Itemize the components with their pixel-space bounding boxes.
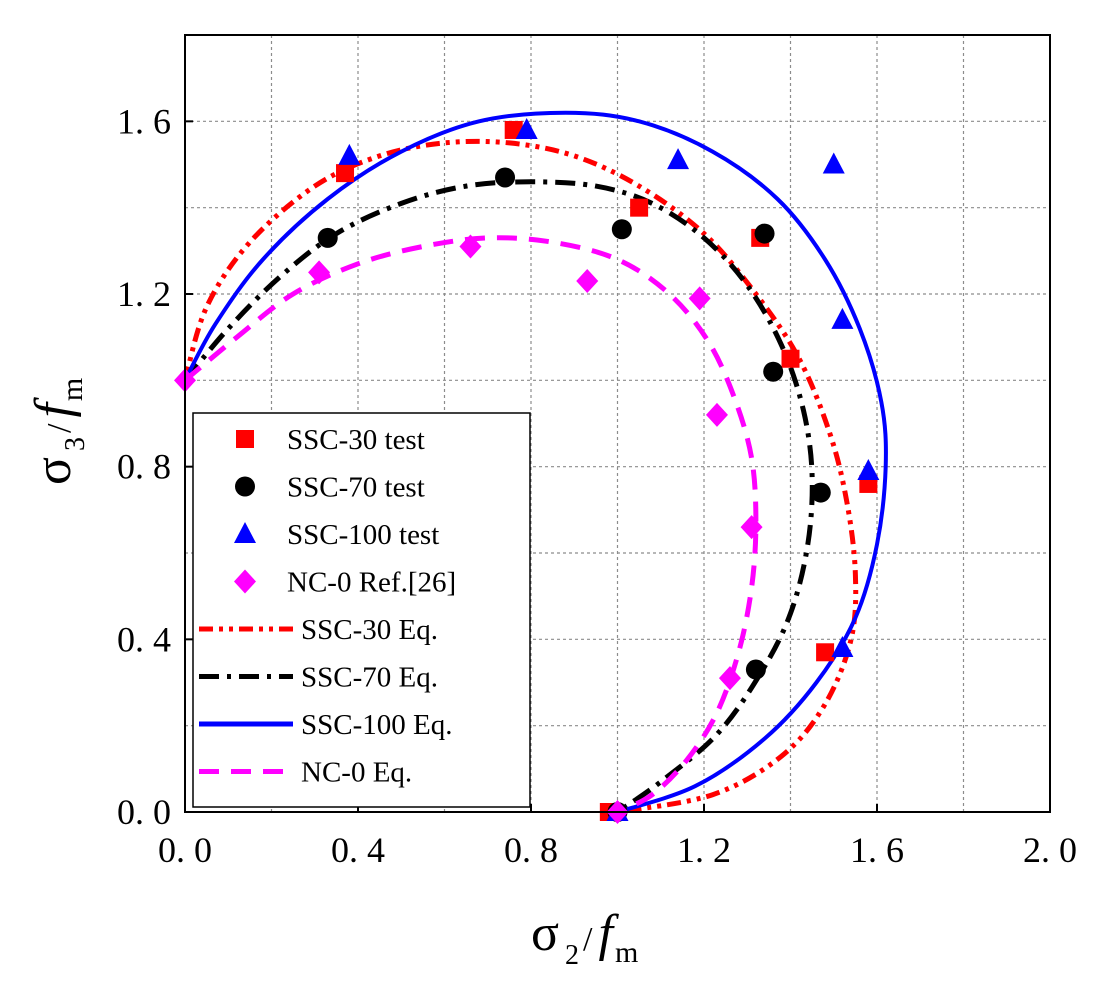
curve-layer bbox=[182, 110, 888, 815]
x-title-slash: / bbox=[583, 921, 593, 958]
x-tick-label: 0. 0 bbox=[158, 830, 212, 870]
y-title-sigma: σ bbox=[25, 457, 82, 485]
y-tick-label: 0. 0 bbox=[117, 792, 171, 832]
legend-label-ssc-70-test: SSC-70 test bbox=[287, 472, 425, 504]
point-ssc-70-test bbox=[754, 223, 775, 244]
legend-label-nc-0-ref-26: NC-0 Ref.[26] bbox=[287, 567, 456, 599]
plot-frame bbox=[184, 34, 1051, 813]
point-nc-0-ref-26 bbox=[576, 269, 599, 294]
point-ssc-70-test bbox=[763, 361, 784, 382]
x-tick-label: 2. 0 bbox=[1023, 830, 1077, 870]
legend-label-ssc-30-test: SSC-30 test bbox=[287, 424, 425, 456]
curve-ssc-70-eq bbox=[183, 179, 815, 815]
x-axis-title: σ 2/fm bbox=[531, 905, 638, 971]
point-nc-0-ref-26 bbox=[308, 260, 331, 285]
point-ssc-30-test bbox=[781, 349, 800, 368]
point-nc-0-ref-26 bbox=[705, 402, 728, 427]
legend-swatch-nc-0-ref-26 bbox=[234, 569, 256, 594]
y-axis-title: σ3/fm bbox=[25, 378, 91, 485]
point-ssc-70-test bbox=[810, 482, 831, 503]
curve-ssc-30-eq bbox=[182, 138, 859, 815]
point-ssc-100-test bbox=[831, 307, 854, 329]
point-ssc-30-test bbox=[336, 164, 355, 183]
point-ssc-100-test bbox=[822, 152, 845, 174]
y-tick-label: 0. 8 bbox=[117, 447, 171, 487]
point-ssc-100-test bbox=[667, 148, 690, 170]
y-tick-label: 1. 6 bbox=[117, 101, 171, 141]
point-ssc-70-test bbox=[317, 227, 338, 248]
legend-swatch-ssc-100-test bbox=[234, 522, 256, 543]
point-ssc-100-test bbox=[515, 117, 538, 139]
legend-swatch-ssc-30-test bbox=[236, 430, 254, 448]
point-ssc-70-test bbox=[745, 659, 766, 680]
point-nc-0-ref-26 bbox=[740, 515, 763, 540]
legend-swatch-ssc-70-test bbox=[235, 476, 255, 497]
tick-layer: 0. 0 0. 4 0. 8 1. 2 1. 6 2. 0 0. 0 0. 4 0. 8 1. 2… bbox=[117, 101, 1077, 870]
point-ssc-100-test bbox=[857, 458, 880, 480]
x-title-sub: 2 bbox=[565, 940, 579, 971]
point-ssc-70-test bbox=[495, 167, 516, 188]
x-title-sigma: σ bbox=[531, 905, 559, 962]
legend-label-ssc-100-test: SSC-100 test bbox=[287, 519, 439, 551]
point-ssc-30-test bbox=[816, 643, 835, 662]
point-nc-0-ref-26 bbox=[459, 234, 482, 259]
point-ssc-100-test bbox=[338, 143, 361, 165]
y-tick-label: 1. 2 bbox=[117, 274, 171, 314]
point-nc-0-ref-26 bbox=[688, 286, 711, 311]
point-ssc-70-test bbox=[611, 219, 632, 240]
legend-label-ssc-70-eq: SSC-70 Eq. bbox=[301, 662, 438, 694]
y-title-sub: 3 bbox=[60, 437, 91, 451]
x-tick-label: 0. 8 bbox=[504, 830, 558, 870]
point-ssc-100-test bbox=[831, 635, 854, 657]
legend-label-ssc-100-eq: SSC-100 Eq. bbox=[301, 709, 452, 741]
x-tick-label: 0. 4 bbox=[331, 830, 385, 870]
marker-layer bbox=[174, 117, 880, 824]
curve-ssc-100-eq bbox=[183, 110, 888, 814]
legend-label-ssc-30-eq: SSC-30 Eq. bbox=[301, 614, 438, 646]
x-tick-label: 1. 2 bbox=[677, 830, 731, 870]
point-nc-0-ref-26 bbox=[718, 666, 741, 691]
x-tick-label: 1. 6 bbox=[850, 830, 904, 870]
legend-layer: SSC-30 test SSC-70 test SSC-100 test NC-0 R… bbox=[192, 412, 531, 808]
curve-nc-0-eq bbox=[183, 235, 759, 815]
point-ssc-30-test bbox=[630, 198, 649, 217]
legend-label-nc-0-eq: NC-0 Eq. bbox=[301, 757, 412, 789]
y-tick-label: 0. 4 bbox=[117, 619, 171, 659]
y-title-slash: / bbox=[41, 423, 78, 433]
y-title-m: m bbox=[56, 378, 89, 401]
x-title-m: m bbox=[615, 936, 638, 969]
